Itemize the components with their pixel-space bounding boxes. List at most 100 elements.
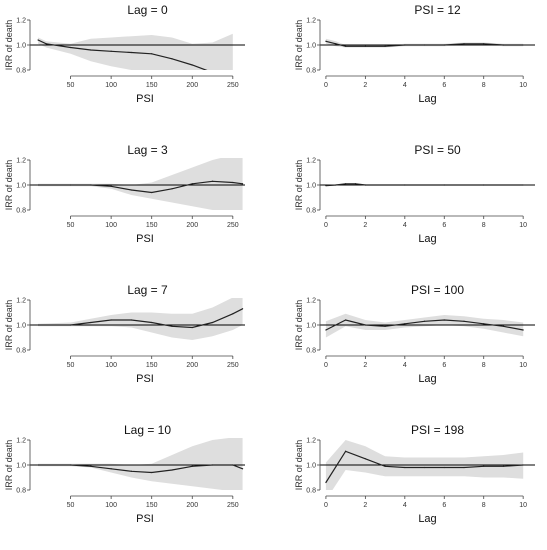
data-point bbox=[191, 64, 193, 66]
x-tick-label: 4 bbox=[403, 502, 407, 509]
data-point bbox=[443, 44, 445, 46]
data-point bbox=[171, 58, 173, 60]
data-point bbox=[241, 183, 244, 185]
y-tick-label: 1.2 bbox=[306, 18, 316, 25]
data-point bbox=[45, 43, 47, 45]
data-point bbox=[384, 465, 386, 467]
data-point bbox=[443, 184, 445, 186]
x-tick-label: 4 bbox=[403, 222, 407, 229]
data-point bbox=[404, 184, 406, 186]
chart-panel-0: 0.8 1.0 1.2 50 100 150 200 250 Lag = 0 PSI IRR of … bbox=[4, 3, 245, 105]
y-tick-label: 0.8 bbox=[16, 348, 26, 355]
panel-title: PSI = 50 bbox=[414, 143, 461, 157]
x-tick-label: 100 bbox=[105, 222, 117, 229]
x-tick-label: 100 bbox=[105, 502, 117, 509]
data-point bbox=[241, 308, 244, 310]
x-tick-label: 0 bbox=[324, 362, 328, 369]
plot-area bbox=[30, 158, 245, 210]
x-axis-label: PSI bbox=[136, 93, 154, 105]
data-point bbox=[325, 40, 327, 42]
chart-panel-7: 0.8 1.0 1.2 0 2 4 6 8 10 PSI = 198 Lag IRR of death bbox=[294, 423, 535, 525]
y-axis-label: IRR of death bbox=[294, 440, 304, 491]
x-tick-label: 150 bbox=[146, 82, 158, 89]
data-point bbox=[90, 321, 92, 324]
y-axis-label: IRR of death bbox=[4, 20, 14, 71]
x-tick-label: 100 bbox=[105, 82, 117, 89]
x-tick-label: 150 bbox=[146, 362, 158, 369]
data-point bbox=[483, 465, 485, 467]
data-point bbox=[335, 184, 337, 186]
y-tick-label: 1.0 bbox=[16, 43, 26, 50]
panel-title: Lag = 3 bbox=[127, 143, 168, 157]
data-point bbox=[171, 469, 173, 471]
data-point bbox=[130, 189, 133, 191]
data-point bbox=[191, 326, 193, 329]
data-point bbox=[241, 468, 244, 470]
x-tick-label: 250 bbox=[227, 502, 239, 509]
y-axis-label: IRR of death bbox=[294, 20, 304, 71]
x-tick-label: 10 bbox=[519, 362, 527, 369]
data-point bbox=[443, 466, 445, 469]
data-point bbox=[384, 325, 386, 327]
data-point bbox=[130, 470, 133, 472]
confidence-band bbox=[325, 313, 524, 338]
data-point bbox=[502, 44, 505, 46]
data-point bbox=[212, 72, 213, 73]
y-tick-label: 1.0 bbox=[306, 323, 316, 330]
x-tick-label: 8 bbox=[482, 502, 486, 509]
x-tick-label: 10 bbox=[519, 502, 527, 509]
data-point bbox=[483, 43, 485, 45]
data-point bbox=[37, 184, 39, 186]
data-point bbox=[130, 319, 133, 321]
x-tick-label: 250 bbox=[227, 362, 239, 369]
panel-title: PSI = 12 bbox=[414, 3, 461, 17]
data-point bbox=[232, 464, 234, 466]
data-point bbox=[151, 471, 153, 474]
y-tick-label: 0.8 bbox=[306, 488, 316, 495]
chart-panel-4: 0.8 1.0 1.2 50 100 150 200 250 Lag = 7 PSI IRR of … bbox=[4, 283, 245, 385]
x-tick-label: 150 bbox=[146, 222, 158, 229]
data-point bbox=[151, 191, 153, 194]
x-tick-label: 10 bbox=[519, 222, 527, 229]
chart-panel-2: 0.8 1.0 1.2 50 100 150 200 250 Lag = 3 PSI IRR of … bbox=[4, 143, 245, 245]
data-point bbox=[384, 45, 386, 47]
x-tick-label: 50 bbox=[67, 502, 75, 509]
y-axis-label: IRR of death bbox=[294, 160, 304, 211]
data-point bbox=[522, 44, 524, 46]
panel-title: Lag = 7 bbox=[127, 283, 168, 297]
y-tick-label: 0.8 bbox=[16, 488, 26, 495]
data-point bbox=[463, 320, 465, 322]
data-point bbox=[325, 481, 327, 484]
data-point bbox=[69, 464, 72, 466]
x-tick-label: 250 bbox=[227, 222, 239, 229]
data-point bbox=[325, 185, 327, 187]
x-tick-label: 6 bbox=[442, 362, 446, 369]
x-tick-label: 2 bbox=[363, 222, 367, 229]
x-tick-label: 2 bbox=[363, 502, 367, 509]
data-point bbox=[130, 51, 133, 54]
chart-panel-1: 0.8 1.0 1.2 0 2 4 6 8 10 PSI = 12 Lag IRR of death bbox=[294, 3, 535, 105]
x-tick-label: 50 bbox=[67, 362, 75, 369]
y-tick-label: 1.2 bbox=[16, 18, 26, 25]
data-point bbox=[325, 329, 327, 331]
data-point bbox=[463, 466, 465, 469]
x-axis-label: PSI bbox=[136, 233, 154, 245]
plot-area bbox=[320, 313, 535, 338]
data-point bbox=[211, 180, 214, 182]
data-point bbox=[345, 45, 347, 47]
data-point bbox=[335, 43, 337, 45]
data-point bbox=[502, 465, 505, 467]
x-tick-label: 6 bbox=[442, 82, 446, 89]
data-point bbox=[191, 465, 193, 467]
data-point bbox=[211, 464, 214, 466]
x-axis-label: Lag bbox=[418, 93, 436, 105]
data-point bbox=[423, 466, 426, 469]
data-point bbox=[522, 184, 524, 186]
x-tick-label: 0 bbox=[324, 502, 328, 509]
x-tick-label: 100 bbox=[105, 362, 117, 369]
y-axis-label: IRR of death bbox=[294, 300, 304, 351]
data-point bbox=[171, 188, 173, 190]
data-point bbox=[110, 319, 112, 321]
y-tick-label: 1.0 bbox=[16, 183, 26, 190]
y-axis-label: IRR of death bbox=[4, 440, 14, 491]
